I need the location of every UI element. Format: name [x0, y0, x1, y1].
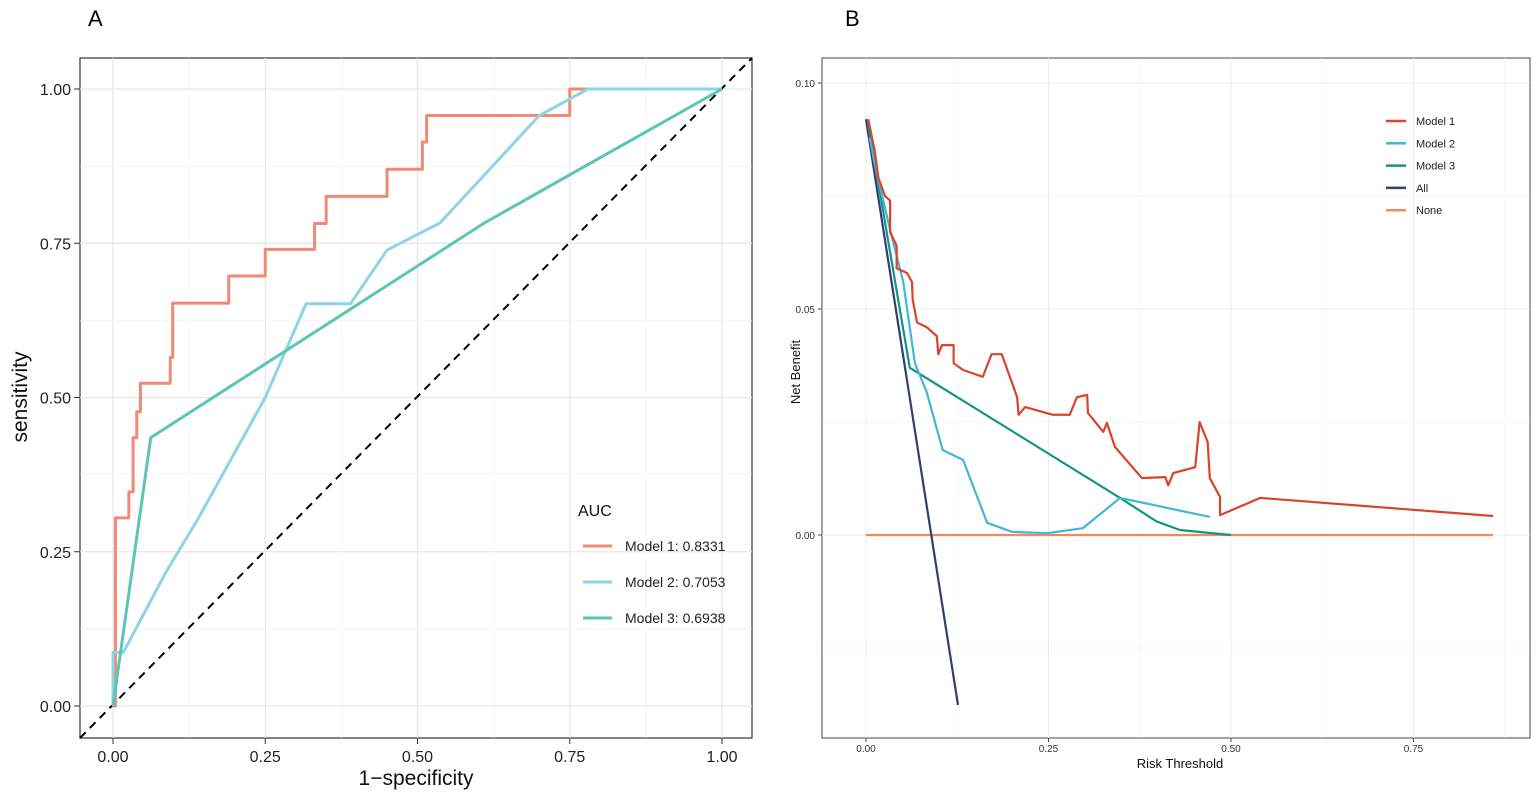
panel-label-a: A — [88, 6, 103, 31]
dca-plot-area — [821, 57, 1531, 739]
x-tick-label: 0.75 — [1404, 744, 1424, 755]
y-tick-label: 0.05 — [796, 305, 816, 316]
x-tick-label: 0.25 — [1039, 744, 1059, 755]
legend-label: Model 3 — [1416, 161, 1455, 173]
roc-line-model-2 — [111, 87, 722, 706]
x-tick-label: 0.00 — [856, 744, 876, 755]
dca-line-all — [864, 118, 960, 706]
x-tick-label: 0.50 — [1221, 744, 1241, 755]
y-tick-label: 0.10 — [796, 79, 816, 90]
dca-legend: Model 1 Model 2 Model 3 All None — [1386, 116, 1455, 217]
x-tick-label: 1.00 — [706, 749, 737, 766]
y-tick-label: 0.00 — [796, 531, 816, 542]
legend-label: All — [1416, 183, 1428, 195]
x-tick-label: 0.50 — [402, 749, 433, 766]
legend-label: Model 3: 0.6938 — [625, 610, 726, 626]
legend-title: AUC — [578, 503, 612, 520]
roc-panel: 0.00 0.25 0.50 0.75 1.00 0.00 0.25 0.50 0.75 1.00… — [9, 57, 753, 790]
roc-legend: AUC Model 1: 0.8331 Model 2: 0.7053 Model … — [578, 503, 726, 626]
x-tick-label: 0.75 — [554, 749, 585, 766]
y-tick-label: 1.00 — [40, 82, 71, 99]
panel-label-b: B — [845, 6, 860, 31]
legend-label: Model 2: 0.7053 — [625, 574, 726, 590]
x-tick-label: 0.00 — [97, 749, 128, 766]
roc-line-model-3 — [111, 87, 723, 707]
legend-label: Model 1 — [1416, 116, 1455, 128]
y-tick-label: 0.25 — [40, 545, 71, 562]
legend-label: Model 2 — [1416, 138, 1455, 150]
dca-panel: 0.00 0.25 0.50 0.75 0.00 0.05 0.10 Risk Thresh… — [788, 57, 1531, 771]
roc-line-model-1 — [113, 87, 722, 708]
y-tick-label: 0.50 — [40, 391, 71, 408]
reference-diagonal — [79, 57, 753, 739]
dca-line-model-1 — [867, 118, 1494, 518]
legend-label: Model 1: 0.8331 — [625, 538, 726, 554]
legend-label: None — [1416, 205, 1442, 217]
dca-line-model-3 — [867, 123, 1232, 537]
roc-y-axis-title: sensitivity — [9, 351, 32, 443]
y-tick-label: 0.75 — [40, 236, 71, 253]
roc-x-axis-title: 1−specificity — [359, 767, 474, 790]
dca-y-axis-title: Net Benefit — [788, 339, 803, 404]
y-tick-label: 0.00 — [40, 699, 71, 716]
x-tick-label: 0.25 — [250, 749, 281, 766]
dca-x-axis-title: Risk Threshold — [1137, 756, 1223, 771]
